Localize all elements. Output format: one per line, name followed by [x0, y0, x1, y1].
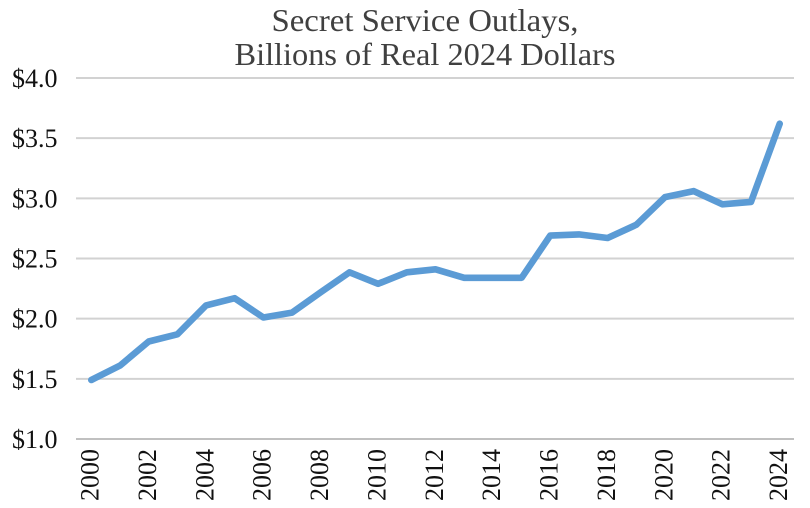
svg-text:2016: 2016 — [535, 449, 564, 501]
svg-text:$3.5: $3.5 — [12, 124, 58, 153]
svg-text:$4.0: $4.0 — [12, 64, 58, 93]
svg-text:2018: 2018 — [592, 449, 621, 501]
svg-text:2010: 2010 — [362, 449, 391, 501]
svg-text:$1.0: $1.0 — [12, 425, 58, 454]
svg-text:2012: 2012 — [420, 449, 449, 501]
svg-text:$3.0: $3.0 — [12, 184, 58, 213]
svg-text:2022: 2022 — [707, 449, 736, 501]
svg-text:2004: 2004 — [190, 449, 219, 501]
svg-text:Secret Service Outlays,: Secret Service Outlays, — [272, 2, 579, 38]
svg-text:2006: 2006 — [248, 449, 277, 501]
svg-text:$2.0: $2.0 — [12, 305, 58, 334]
svg-text:2002: 2002 — [133, 449, 162, 501]
svg-text:$2.5: $2.5 — [12, 245, 58, 274]
svg-text:Billions of Real 2024 Dollars: Billions of Real 2024 Dollars — [235, 36, 616, 72]
svg-text:2024: 2024 — [764, 449, 793, 501]
svg-text:2020: 2020 — [649, 449, 678, 501]
svg-text:$1.5: $1.5 — [12, 365, 58, 394]
svg-text:2008: 2008 — [305, 449, 334, 501]
svg-text:2000: 2000 — [76, 449, 105, 501]
svg-text:2014: 2014 — [477, 449, 506, 501]
